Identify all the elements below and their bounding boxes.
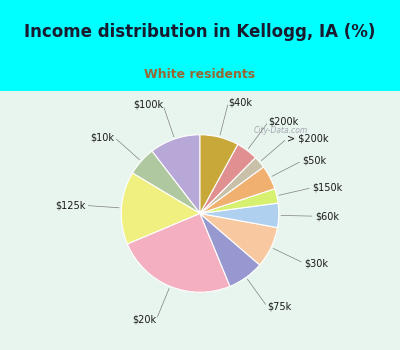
Text: $30k: $30k <box>304 258 328 268</box>
Text: $40k: $40k <box>228 97 252 107</box>
Wedge shape <box>200 203 279 228</box>
Text: $200k: $200k <box>269 116 299 126</box>
Text: $10k: $10k <box>90 132 114 142</box>
Wedge shape <box>200 135 238 214</box>
Text: City-Data.com: City-Data.com <box>254 126 308 135</box>
Text: White residents: White residents <box>144 68 256 81</box>
Wedge shape <box>152 135 200 214</box>
Text: $60k: $60k <box>315 211 339 221</box>
Wedge shape <box>200 214 278 265</box>
Wedge shape <box>200 189 278 214</box>
Text: $150k: $150k <box>312 183 342 193</box>
Wedge shape <box>200 167 275 214</box>
Text: $100k: $100k <box>133 100 163 110</box>
Wedge shape <box>132 151 200 214</box>
Wedge shape <box>200 214 260 286</box>
Wedge shape <box>200 158 264 214</box>
Text: $75k: $75k <box>267 302 292 312</box>
Text: $125k: $125k <box>55 201 85 210</box>
Text: Income distribution in Kellogg, IA (%): Income distribution in Kellogg, IA (%) <box>24 23 376 41</box>
Wedge shape <box>121 173 200 244</box>
Wedge shape <box>200 145 256 214</box>
Wedge shape <box>128 214 230 292</box>
Text: > $200k: > $200k <box>287 133 329 143</box>
Text: $50k: $50k <box>302 156 326 166</box>
Text: $20k: $20k <box>132 315 156 325</box>
